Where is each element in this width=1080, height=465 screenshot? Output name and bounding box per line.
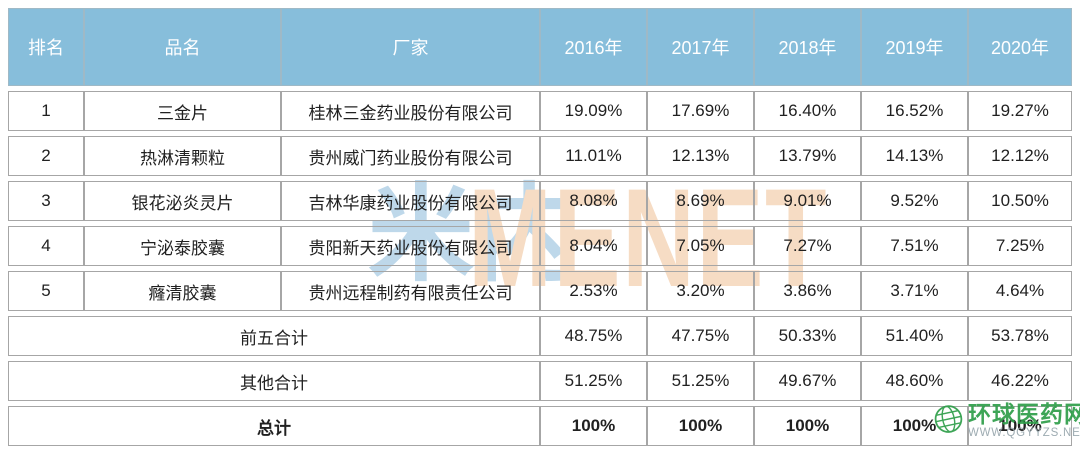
site-url: WWW.QGYYZS.NET	[968, 427, 1080, 440]
col-header-manufacturer: 厂家	[281, 8, 540, 86]
summary-row-others: 其他合计 51.25% 51.25% 49.67% 48.60% 46.22%	[8, 361, 1072, 401]
col-header-product: 品名	[84, 8, 281, 86]
value-cell-2018: 9.01%	[754, 181, 861, 221]
product-cell: 癃清胶囊	[84, 271, 281, 311]
table-row: 1 三金片 桂林三金药业股份有限公司 19.09% 17.69% 16.40% …	[8, 91, 1072, 131]
value-cell-2017: 51.25%	[647, 361, 754, 401]
summary-row-top5: 前五合计 48.75% 47.75% 50.33% 51.40% 53.78%	[8, 316, 1072, 356]
value-cell-2020: 19.27%	[968, 91, 1072, 131]
value-cell-2020: 4.64%	[968, 271, 1072, 311]
site-name-row: 环球医药网 ®	[968, 403, 1080, 426]
rank-cell: 2	[8, 136, 84, 176]
table-row: 3 银花泌炎灵片 吉林华康药业股份有限公司 8.08% 8.69% 9.01% …	[8, 181, 1072, 221]
value-cell-2017: 12.13%	[647, 136, 754, 176]
value-cell-2020: 12.12%	[968, 136, 1072, 176]
value-cell-2016: 11.01%	[540, 136, 647, 176]
site-logo: 环球医药网 ® WWW.QGYYZS.NET	[933, 403, 1080, 440]
col-header-2020: 2020年	[968, 8, 1072, 86]
value-cell-2016: 51.25%	[540, 361, 647, 401]
value-cell-2020: 10.50%	[968, 181, 1072, 221]
table-row: 5 癃清胶囊 贵州远程制药有限责任公司 2.53% 3.20% 3.86% 3.…	[8, 271, 1072, 311]
value-cell-2020: 100%	[968, 406, 1072, 446]
value-cell-2017: 47.75%	[647, 316, 754, 356]
value-cell-2016: 8.08%	[540, 181, 647, 221]
value-cell-2019: 7.51%	[861, 226, 968, 266]
value-cell-2018: 50.33%	[754, 316, 861, 356]
col-header-2019: 2019年	[861, 8, 968, 86]
value-cell-2016: 2.53%	[540, 271, 647, 311]
value-cell-2017: 17.69%	[647, 91, 754, 131]
value-cell-2020: 46.22%	[968, 361, 1072, 401]
value-cell-2020: 7.25%	[968, 226, 1072, 266]
product-cell: 热淋清颗粒	[84, 136, 281, 176]
value-cell-2017: 7.05%	[647, 226, 754, 266]
value-cell-2019: 16.52%	[861, 91, 968, 131]
value-cell-2019: 48.60%	[861, 361, 968, 401]
header-row: 排名 品名 厂家 2016年 2017年 2018年 2019年 2020年	[8, 8, 1072, 86]
value-cell-2019: 9.52%	[861, 181, 968, 221]
value-cell-2018: 49.67%	[754, 361, 861, 401]
product-cell: 宁泌泰胶囊	[84, 226, 281, 266]
value-cell-2016: 100%	[540, 406, 647, 446]
globe-icon	[930, 400, 969, 443]
product-cell: 银花泌炎灵片	[84, 181, 281, 221]
value-cell-2020: 53.78%	[968, 316, 1072, 356]
manufacturer-cell: 吉林华康药业股份有限公司	[281, 181, 540, 221]
summary-label: 其他合计	[8, 361, 540, 401]
manufacturer-cell: 贵州远程制药有限责任公司	[281, 271, 540, 311]
summary-label: 总计	[8, 406, 540, 446]
value-cell-2018: 3.86%	[754, 271, 861, 311]
value-cell-2017: 8.69%	[647, 181, 754, 221]
manufacturer-cell: 桂林三金药业股份有限公司	[281, 91, 540, 131]
col-header-rank: 排名	[8, 8, 84, 86]
col-header-2017: 2017年	[647, 8, 754, 86]
value-cell-2018: 13.79%	[754, 136, 861, 176]
summary-label: 前五合计	[8, 316, 540, 356]
value-cell-2018: 16.40%	[754, 91, 861, 131]
logo-text-block: 环球医药网 ® WWW.QGYYZS.NET	[968, 403, 1080, 440]
value-cell-2018: 100%	[754, 406, 861, 446]
value-cell-2017: 100%	[647, 406, 754, 446]
table-row: 2 热淋清颗粒 贵州威门药业股份有限公司 11.01% 12.13% 13.79…	[8, 136, 1072, 176]
rank-cell: 1	[8, 91, 84, 131]
summary-row-total: 总计 100% 100% 100% 100% 100%	[8, 406, 1072, 446]
rank-cell: 5	[8, 271, 84, 311]
market-share-table: 排名 品名 厂家 2016年 2017年 2018年 2019年 2020年 1…	[8, 3, 1072, 451]
value-cell-2016: 19.09%	[540, 91, 647, 131]
table-container: 排名 品名 厂家 2016年 2017年 2018年 2019年 2020年 1…	[8, 3, 1072, 451]
col-header-2018: 2018年	[754, 8, 861, 86]
table-row: 4 宁泌泰胶囊 贵阳新天药业股份有限公司 8.04% 7.05% 7.27% 7…	[8, 226, 1072, 266]
site-name: 环球医药网	[968, 401, 1080, 428]
value-cell-2019: 3.71%	[861, 271, 968, 311]
rank-cell: 3	[8, 181, 84, 221]
rank-cell: 4	[8, 226, 84, 266]
col-header-2016: 2016年	[540, 8, 647, 86]
value-cell-2019: 100%	[861, 406, 968, 446]
value-cell-2018: 7.27%	[754, 226, 861, 266]
product-cell: 三金片	[84, 91, 281, 131]
value-cell-2017: 3.20%	[647, 271, 754, 311]
manufacturer-cell: 贵州威门药业股份有限公司	[281, 136, 540, 176]
value-cell-2016: 8.04%	[540, 226, 647, 266]
manufacturer-cell: 贵阳新天药业股份有限公司	[281, 226, 540, 266]
value-cell-2016: 48.75%	[540, 316, 647, 356]
value-cell-2019: 14.13%	[861, 136, 968, 176]
value-cell-2019: 51.40%	[861, 316, 968, 356]
